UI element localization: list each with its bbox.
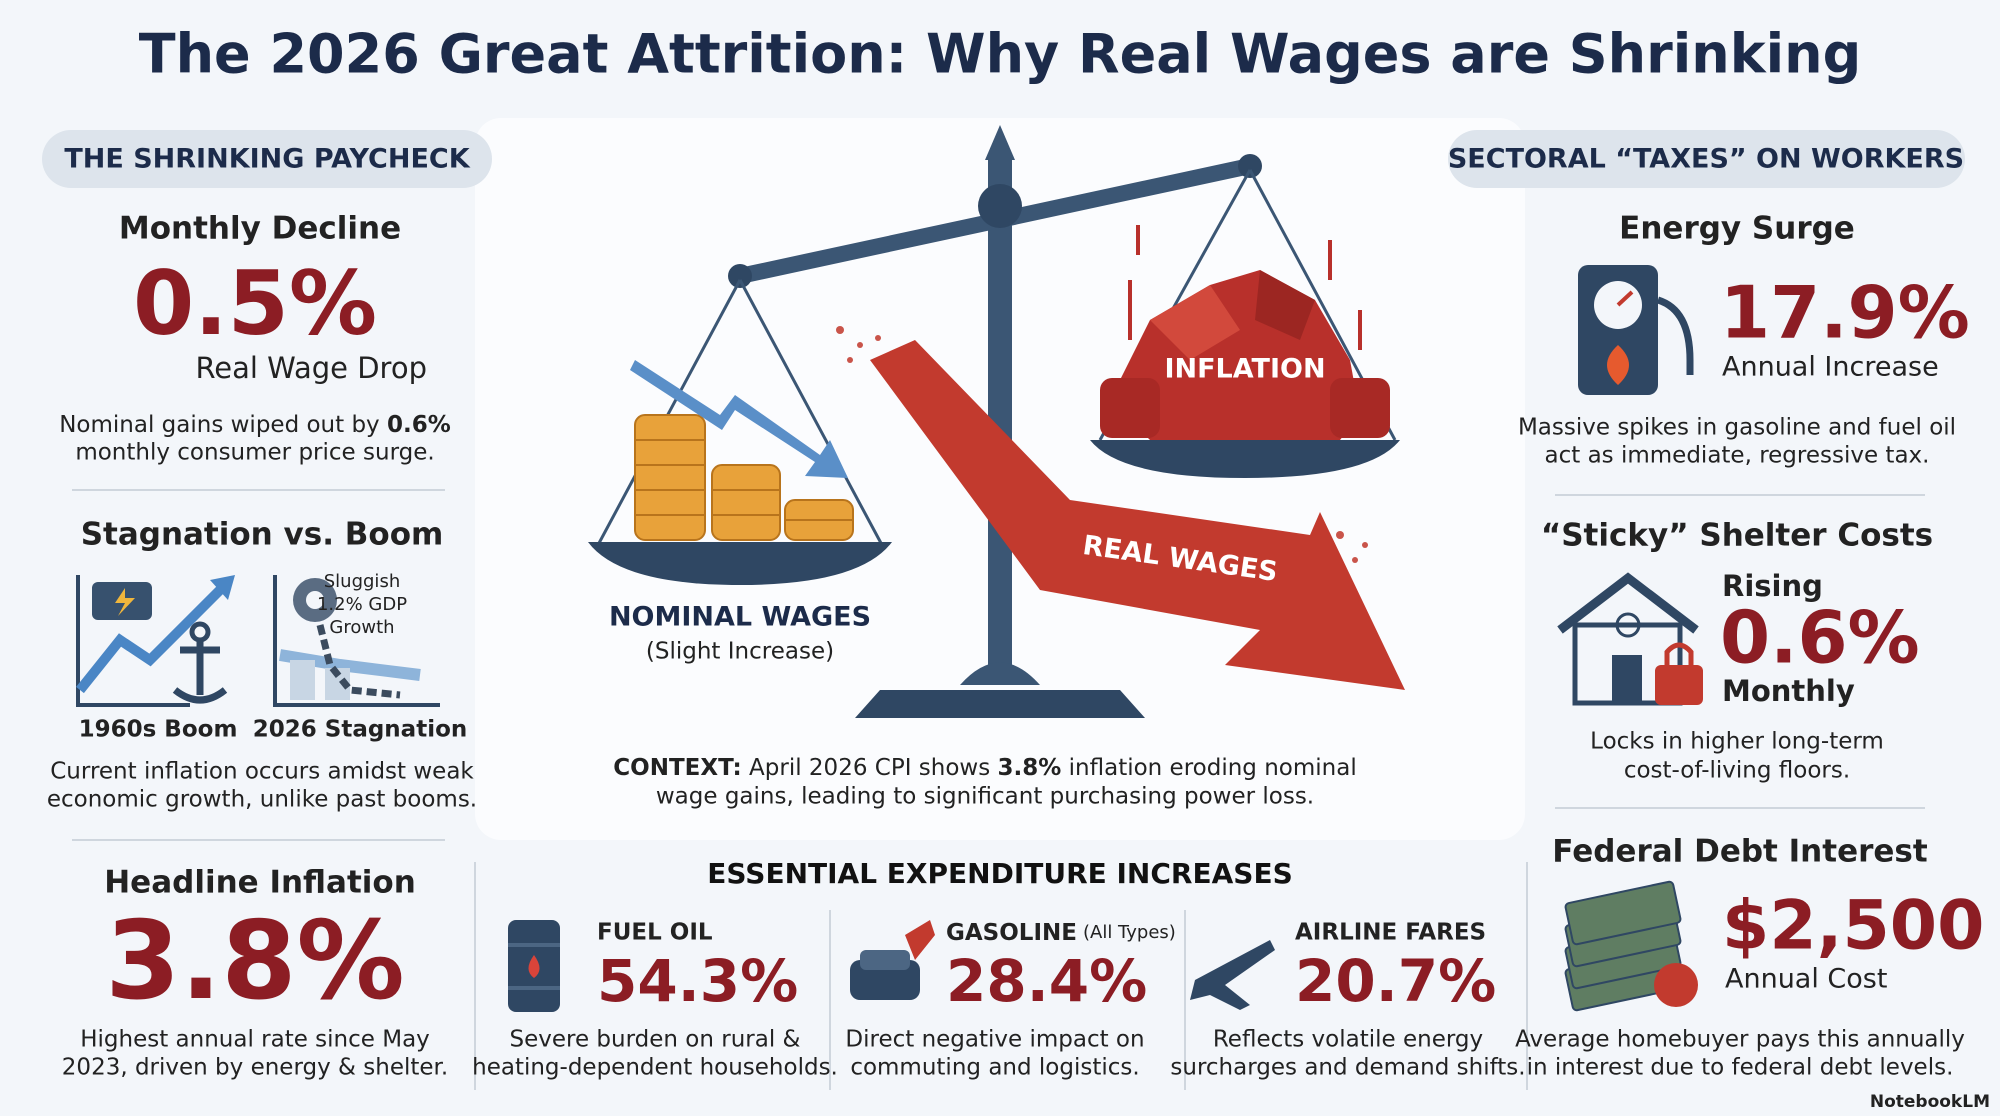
stagnation-icons	[76, 575, 440, 707]
stat-label: Annual Cost	[1725, 964, 1887, 995]
description: Severe burden on rural &	[510, 1027, 801, 1053]
item-value: 20.7%	[1295, 947, 1496, 1015]
description: Massive spikes in gasoline and fuel oil	[1518, 415, 1956, 441]
text-span: inflation eroding nominal	[1061, 755, 1356, 781]
stat-label: Annual Increase	[1722, 352, 1939, 383]
expenditure-icons	[508, 920, 1275, 1012]
description: Average homebuyer pays this annually	[1515, 1027, 1965, 1053]
brand: NotebookLM	[1870, 1092, 1990, 1112]
text-span: Nominal gains wiped out by	[59, 412, 387, 438]
icon-label: 2026 Stagnation	[253, 717, 468, 743]
description: act as immediate, regressive tax.	[1545, 443, 1930, 469]
dividers	[72, 489, 1925, 1090]
icon-label: 1960s Boom	[79, 717, 238, 743]
description: Direct negative impact on	[845, 1027, 1144, 1053]
text-span: CONTEXT:	[613, 755, 741, 781]
stat-label: Real Wage Drop	[195, 351, 427, 385]
description: Highest annual rate since May	[80, 1027, 430, 1053]
scale-label: NOMINAL WAGES	[609, 602, 871, 633]
heading: Monthly Decline	[119, 211, 401, 247]
header-pill	[42, 130, 492, 188]
text-span: April 2026 CPI shows	[742, 755, 998, 781]
stat-value: 3.8%	[105, 899, 405, 1024]
heading: Headline Inflation	[104, 865, 416, 901]
description: surcharges and demand shifts.	[1170, 1055, 1525, 1081]
title: The 2026 Great Attrition: Why Real Wages…	[139, 23, 1861, 86]
description: 2023, driven by energy & shelter.	[62, 1055, 448, 1081]
text-span: GASOLINE	[946, 920, 1077, 946]
scale-illustration	[588, 125, 1405, 718]
description: Locks in higher long-term	[1590, 729, 1884, 755]
note: Growth	[329, 617, 394, 638]
item-label: AIRLINE FARES	[1295, 920, 1486, 946]
description: monthly consumer price surge.	[75, 440, 434, 466]
description: Nominal gains wiped out by 0.6%	[59, 412, 451, 438]
stat-value: 17.9%	[1720, 271, 1970, 355]
section-header: SECTORAL “TAXES” ON WORKERS	[1448, 144, 1964, 175]
item-label: GASOLINE (All Types)	[946, 920, 1176, 946]
description: heating-dependent households.	[472, 1055, 838, 1081]
heading: Energy Surge	[1619, 211, 1855, 247]
stat-value: 0.6%	[1720, 596, 1920, 680]
description: Current inflation occurs amidst weak	[50, 759, 474, 785]
item-value: 28.4%	[946, 947, 1147, 1015]
heading: “Sticky” Shelter Costs	[1541, 518, 1933, 554]
context: CONTEXT: April 2026 CPI shows 3.8% infla…	[613, 755, 1356, 781]
description: commuting and logistics.	[850, 1055, 1139, 1081]
stat-prefix: Rising	[1722, 569, 1823, 603]
heading: Federal Debt Interest	[1552, 834, 1928, 870]
description: in interest due to federal debt levels.	[1527, 1055, 1954, 1081]
stat-value: 0.5%	[133, 252, 377, 355]
context: wage gains, leading to significant purch…	[656, 784, 1314, 810]
item-value: 54.3%	[597, 947, 798, 1015]
description: economic growth, unlike past booms.	[47, 787, 477, 813]
text-span: 0.6%	[387, 412, 451, 438]
note: 1.2% GDP	[317, 594, 407, 615]
scale-label: INFLATION	[1164, 354, 1325, 385]
stat-value: $2,500	[1722, 887, 1984, 966]
text-span: 3.8%	[998, 755, 1062, 781]
section-header: ESSENTIAL EXPENDITURE INCREASES	[707, 857, 1292, 890]
header-pill	[1448, 130, 1965, 188]
item-qualifier: (All Types)	[1083, 922, 1176, 943]
stat-label: Monthly	[1722, 674, 1855, 708]
scale-note: (Slight Increase)	[646, 639, 834, 665]
section-header: THE SHRINKING PAYCHECK	[64, 144, 470, 175]
heading: Stagnation vs. Boom	[81, 517, 444, 553]
note: Sluggish	[324, 571, 400, 592]
item-label: FUEL OIL	[597, 920, 713, 946]
sectoral-icons	[1557, 265, 1703, 1012]
description: Reflects volatile energy	[1213, 1027, 1483, 1053]
description: cost-of-living floors.	[1624, 758, 1850, 784]
